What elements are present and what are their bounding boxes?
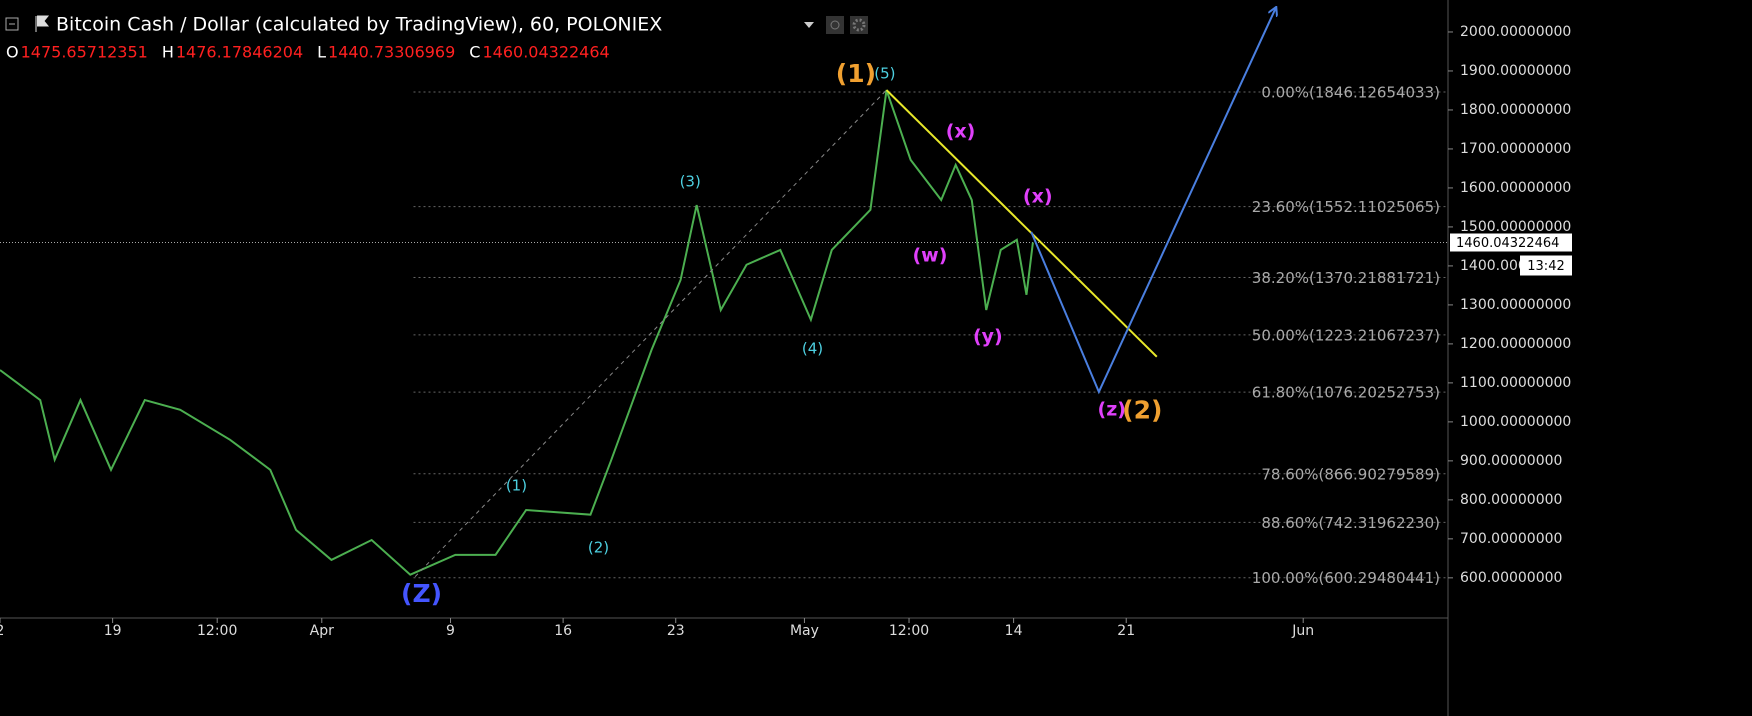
fib-label: 38.20%(1370.21881721): [1252, 269, 1440, 287]
x-tick-label: 2: [0, 623, 4, 639]
y-tick-label: 1600.00000000: [1460, 180, 1571, 196]
x-tick-label: 9: [446, 623, 455, 639]
fib-label: 100.00%(600.29480441): [1252, 569, 1440, 587]
countdown-box: [1520, 255, 1572, 276]
y-tick-label: 800.00000000: [1460, 492, 1562, 508]
eye-icon: [830, 20, 840, 30]
fib-label: 61.80%(1076.20252753): [1252, 384, 1440, 402]
y-tick-label: 1900.00000000: [1460, 63, 1571, 79]
fib-label: 78.60%(866.90279589): [1261, 465, 1440, 483]
fib-label: 23.60%(1552.11025065): [1252, 198, 1440, 216]
dropdown-arrow[interactable]: [804, 22, 814, 28]
wave-label: (3): [680, 173, 701, 191]
ohlc-value: 1440.73306969: [328, 43, 455, 62]
x-tick-label: 21: [1117, 623, 1135, 639]
y-tick-label: 2000.00000000: [1460, 24, 1571, 40]
fib-label: 0.00%(1846.12654033): [1261, 83, 1440, 101]
x-tick-label: Apr: [310, 623, 334, 639]
chart-title: Bitcoin Cash / Dollar (calculated by Tra…: [56, 14, 662, 36]
ohlc-value: 1475.65712351: [21, 43, 148, 62]
wave-label: (w): [912, 244, 947, 266]
fib-label: 88.60%(742.31962230): [1261, 514, 1440, 532]
fib-label: 50.00%(1223.21067237): [1252, 326, 1440, 344]
collapse-button[interactable]: [5, 17, 19, 31]
x-tick-label: 14: [1005, 623, 1023, 639]
ohlc-key: L: [317, 43, 326, 62]
ohlc-value: 1460.04322464: [482, 43, 609, 62]
x-tick-label: 23: [667, 623, 685, 639]
y-tick-label: 600.00000000: [1460, 570, 1562, 586]
y-tick-label: 1300.00000000: [1460, 297, 1571, 313]
x-tick-label: 12:00: [889, 623, 929, 639]
wave-label: (x): [1023, 185, 1053, 207]
gear-icon: [852, 18, 866, 32]
wave-label: (1): [836, 59, 876, 88]
x-tick-label: 16: [554, 623, 572, 639]
x-tick-label: Jun: [1291, 623, 1314, 639]
y-tick-label: 1200.00000000: [1460, 336, 1571, 352]
wave-label: (2): [1122, 396, 1162, 425]
last-price-box: [1450, 233, 1572, 252]
wave-label: (z): [1098, 398, 1126, 420]
x-tick-label: 12:00: [197, 623, 237, 639]
y-tick-label: 1100.00000000: [1460, 375, 1571, 391]
y-tick-label: 700.00000000: [1460, 531, 1562, 547]
trend-line: [885, 89, 1158, 358]
ohlc-key: C: [469, 43, 480, 62]
trend-line: [414, 89, 887, 578]
countdown-label: 13:42: [1527, 259, 1564, 274]
y-tick-label: 900.00000000: [1460, 453, 1562, 469]
last-price-label: 1460.04322464: [1456, 236, 1559, 251]
ohlc-key: H: [162, 43, 174, 62]
wave-label: (Z): [401, 579, 442, 608]
y-tick-label: 1000.00000000: [1460, 414, 1571, 430]
wave-label: (y): [973, 325, 1003, 347]
ohlc-value: 1476.17846204: [176, 43, 303, 62]
y-tick-label: 1500.00000000: [1460, 219, 1571, 235]
wave-label: (1): [506, 476, 527, 494]
settings-button[interactable]: [850, 16, 868, 34]
x-tick-label: May: [790, 623, 819, 639]
price-line: [0, 89, 1034, 576]
x-tick-label: 19: [104, 623, 122, 639]
flag-icon[interactable]: [35, 15, 50, 32]
wave-label: (5): [874, 65, 895, 83]
trend-line: [1030, 8, 1276, 395]
wave-label: (2): [588, 538, 609, 556]
wave-label: (4): [802, 339, 823, 357]
settings-button[interactable]: [826, 16, 844, 34]
ohlc-key: O: [6, 43, 19, 62]
y-tick-label: 1800.00000000: [1460, 102, 1571, 118]
y-tick-label: 1700.00000000: [1460, 141, 1571, 157]
wave-label: (x): [946, 120, 976, 142]
